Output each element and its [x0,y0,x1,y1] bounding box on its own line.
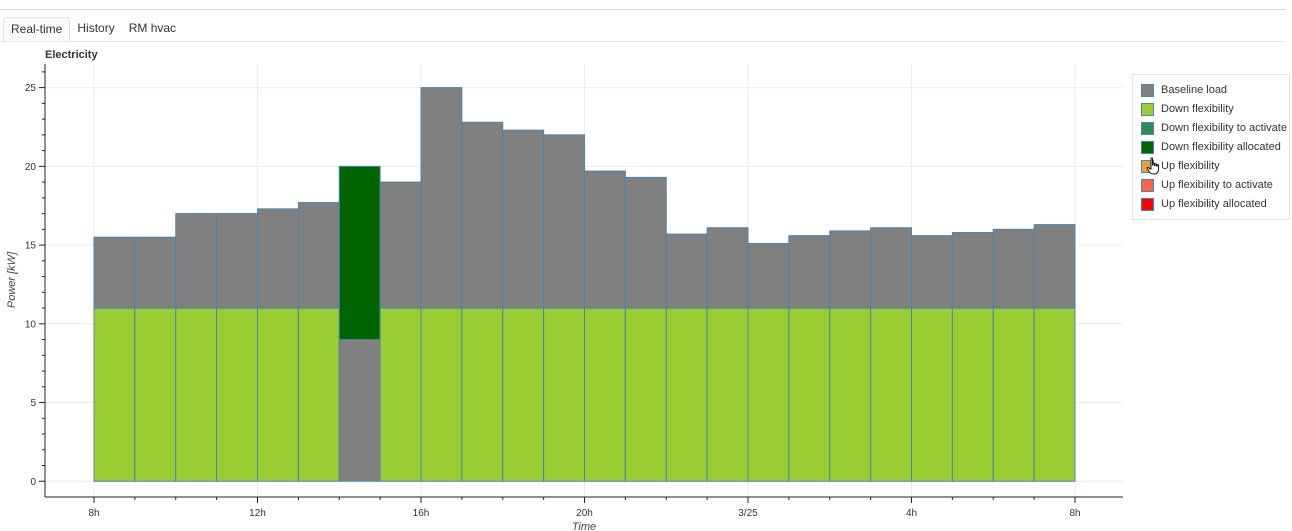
legend-label: Up flexibility [1161,160,1220,172]
y-tick-label: 20 [25,162,37,173]
bar-baseline-load [338,339,381,482]
legend-swatch [1141,102,1154,116]
bar-baseline-load [992,228,1035,309]
chart-bars [93,87,1076,482]
legend-item[interactable]: Up flexibility to activate [1141,177,1273,193]
y-tick-label: 10 [25,319,37,330]
legend-item[interactable]: Up flexibility allocated [1141,196,1267,212]
bar-down-flexibility [543,307,585,482]
y-tick-label: 5 [30,398,36,409]
bar-down-flexibility [134,307,177,482]
bar-down-flexibility [175,307,218,482]
bar-baseline-load [134,236,177,309]
bar-down-flexibility [706,307,749,482]
tab-bar: Real-time History RM hvac [3,17,183,43]
legend-label: Down flexibility allocated [1161,141,1281,153]
legend-label: Up flexibility to activate [1161,179,1273,191]
chart-title: Electricity [45,49,98,61]
chart-axes: 0 5 10 15 20 25 8h 12h 16h 20h 3/25 4h 8h [25,64,1123,519]
bar-down-flexibility [297,307,340,482]
bar-baseline-load [706,227,749,309]
tab-history[interactable]: History [77,21,115,35]
bar-down-flexibility [420,307,463,482]
y-tick-label: 0 [30,477,36,488]
legend-item[interactable]: Down flexibility to activate [1141,120,1287,136]
x-tick-label: 16h [413,508,430,519]
bar-baseline-load [175,213,218,309]
x-tick-label: 12h [249,508,266,519]
bar-down-flexibility [502,307,545,482]
x-tick-label: 4h [906,508,917,519]
top-divider [0,9,1286,10]
bar-baseline-load [257,208,299,309]
bar-baseline-load [624,176,667,309]
y-tick-label: 15 [25,241,37,252]
bar-baseline-load [420,87,463,309]
x-tick-label: 8h [1069,508,1080,519]
x-tick-label: 8h [88,508,99,519]
x-tick-label: 3/25 [738,508,758,519]
bar-down-flexibility [992,307,1035,482]
legend-item[interactable]: Down flexibility [1141,101,1234,117]
bar-down-flexibility [1033,307,1076,482]
legend-label: Up flexibility allocated [1161,198,1267,210]
bar-down-flexibility [951,307,994,482]
tab-bar-divider [0,41,1286,42]
bar-baseline-load [216,213,258,309]
legend-label: Baseline load [1161,84,1228,96]
legend-item[interactable]: Baseline load [1141,82,1227,98]
bar-baseline-load [951,231,994,309]
bar-baseline-load [502,129,545,309]
bar-down-flexibility [624,307,667,482]
hand-pointer-cursor-icon [1146,157,1159,175]
bar-baseline-load [747,242,790,309]
legend-label: Down flexibility to activate [1161,122,1287,134]
bar-down-flexibility [257,307,299,482]
legend-swatch [1141,83,1154,97]
bar-baseline-load [911,235,953,309]
y-tick-label: 25 [25,83,37,94]
tab-real-time[interactable]: Real-time [3,17,71,43]
bar-down-flexibility [461,307,504,482]
legend-item[interactable]: Down flexibility allocated [1141,139,1281,155]
bar-down-flexibility [911,307,953,482]
bar-baseline-load [297,202,340,309]
x-tick-label: 20h [576,508,593,519]
bar-down-flexibility [788,307,831,482]
bar-baseline-load [461,121,504,309]
bar-baseline-load [870,227,912,309]
chart-legend: Baseline load Down flexibility Down flexib… [1132,74,1290,220]
legend-label: Down flexibility [1161,103,1234,115]
bar-baseline-load [543,134,585,309]
tab-rm-hvac[interactable]: RM hvac [128,21,177,35]
bar-baseline-load [829,230,872,309]
legend-swatch [1141,178,1154,192]
bar-baseline-load [665,233,708,309]
bar-down-flexibility [216,307,258,482]
x-axis-label: Time [572,521,596,531]
bar-down-flexibility-allocated [338,165,381,341]
bar-down-flexibility [584,307,626,482]
bar-down-flexibility [870,307,912,482]
y-axis-label: Power [kW] [6,251,18,308]
bar-down-flexibility [665,307,708,482]
bar-baseline-load [93,236,136,309]
legend-swatch [1141,121,1154,135]
bar-down-flexibility [93,307,136,482]
bar-baseline-load [379,181,422,309]
legend-swatch [1141,197,1154,211]
bar-down-flexibility [379,307,422,482]
bar-down-flexibility [829,307,872,482]
legend-swatch [1141,140,1154,154]
bar-baseline-load [788,235,831,309]
bar-down-flexibility [747,307,790,482]
bar-baseline-load [584,170,626,309]
bar-baseline-load [1033,224,1076,309]
